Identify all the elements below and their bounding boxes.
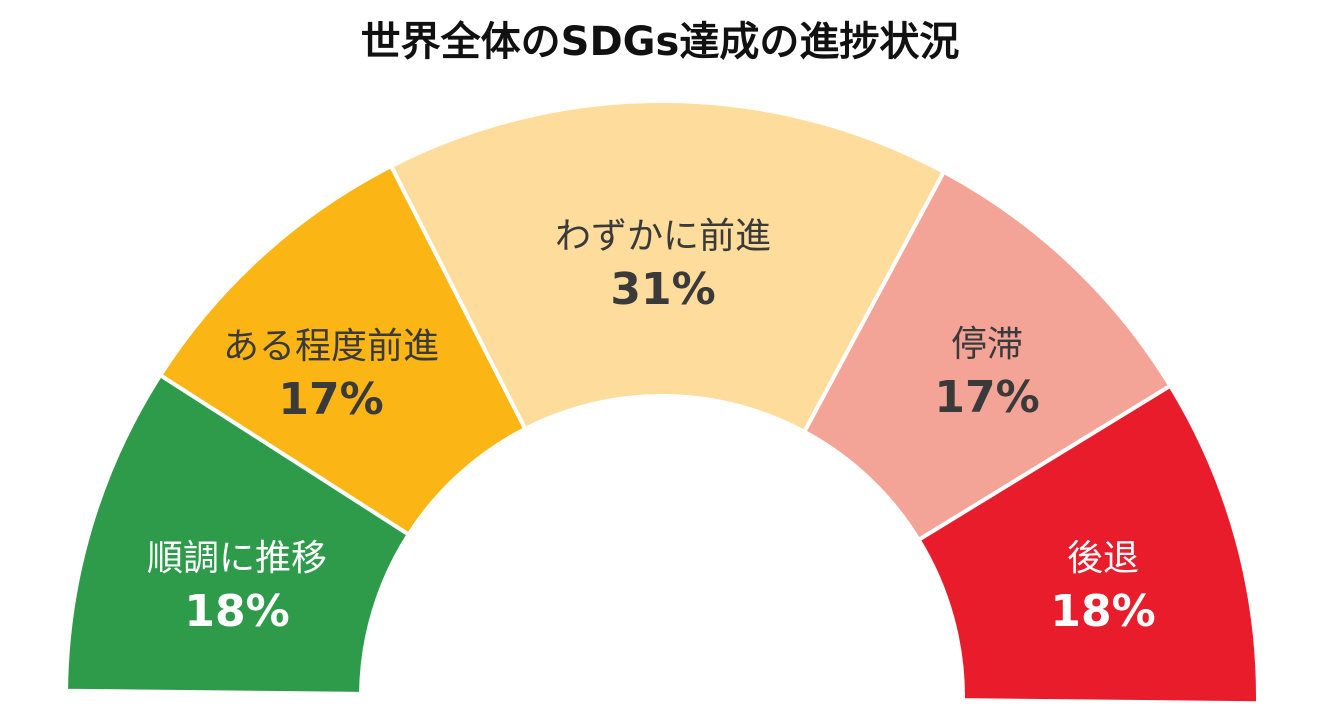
segment-percent: 18% bbox=[184, 586, 290, 637]
donut-segment bbox=[915, 383, 1260, 706]
segment-label-on-track: 順調に推移 18% bbox=[147, 536, 327, 640]
segment-label-stagnant: 停滞 17% bbox=[934, 322, 1039, 426]
segment-name: 停滞 bbox=[950, 324, 1024, 365]
donut-segment bbox=[64, 372, 412, 696]
segment-percent: 17% bbox=[934, 372, 1040, 423]
segment-name: わずかに前進 bbox=[554, 216, 772, 257]
segment-label-slight-progress: わずかに前進 31% bbox=[555, 214, 771, 318]
segment-name: ある程度前進 bbox=[222, 326, 440, 367]
chart-title: 世界全体のSDGs達成の進捗状況 bbox=[360, 19, 960, 65]
donut-segment bbox=[388, 99, 947, 435]
segment-percent: 17% bbox=[278, 374, 384, 425]
segment-percent: 18% bbox=[1050, 586, 1156, 637]
segment-percent: 31% bbox=[610, 264, 716, 315]
segment-name: 後退 bbox=[1066, 538, 1140, 579]
segment-label-regressing: 後退 18% bbox=[1050, 536, 1155, 640]
segment-name: 順調に推移 bbox=[146, 538, 328, 579]
segment-label-some-progress: ある程度前進 17% bbox=[223, 324, 439, 428]
